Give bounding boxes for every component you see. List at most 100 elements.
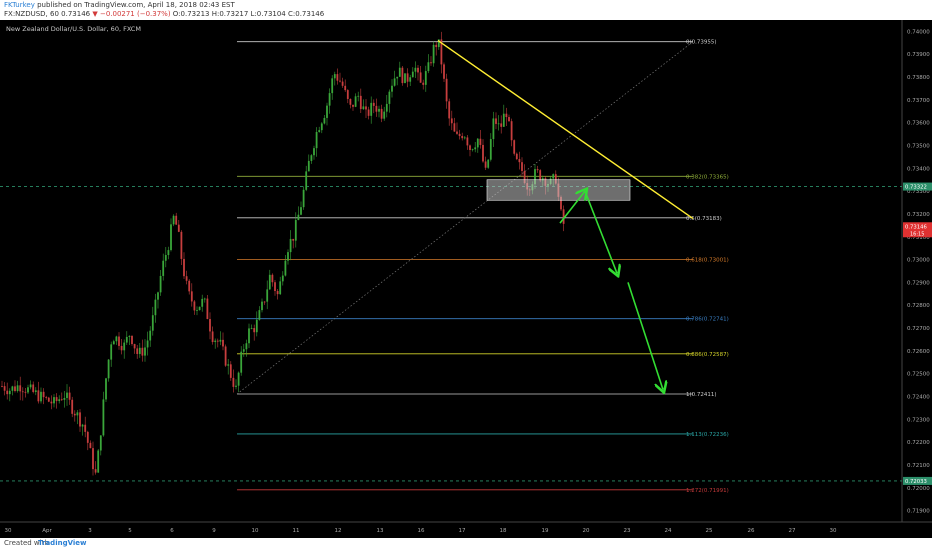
candle-body (430, 62, 432, 64)
x-tick-label: 23 (624, 528, 631, 534)
candle-body (385, 103, 388, 112)
candle-body (255, 319, 258, 333)
candle-body (263, 301, 266, 303)
y-tick-label: 0.71900 (907, 509, 930, 515)
candle-body (505, 113, 508, 118)
created-with-text: Created with (4, 539, 49, 547)
y-tick-label: 0.74000 (907, 29, 930, 35)
candle-body (76, 412, 79, 416)
candle-body (417, 67, 419, 73)
candle-body (367, 109, 370, 116)
candle-body (375, 105, 378, 112)
projection-arrow (627, 282, 663, 389)
candle-body (401, 67, 404, 84)
candle-body (6, 390, 9, 395)
candle-body (300, 207, 302, 215)
candle-body (8, 390, 11, 395)
x-tick-label: 19 (542, 528, 549, 534)
candle-body (287, 252, 289, 261)
author-link[interactable]: FKTurkey (4, 1, 35, 9)
candle-body (128, 335, 131, 337)
candle-body (261, 301, 263, 311)
candle-body (183, 258, 185, 277)
candle-body (245, 343, 248, 350)
trendline (437, 39, 694, 220)
candle-body (396, 76, 399, 79)
candle-body (146, 340, 149, 348)
candle-body (513, 140, 516, 154)
fib-level-label: 0.382(0.73365) (686, 174, 729, 180)
candle-body (456, 131, 458, 134)
candle-body (47, 397, 50, 402)
candle-body (534, 169, 536, 185)
close-price: 0.73146 (61, 10, 91, 18)
candle-body (250, 328, 253, 329)
candle-body (419, 72, 422, 83)
candle-body (378, 108, 380, 112)
candle-body (484, 161, 487, 168)
y-tick-label: 0.73900 (907, 52, 930, 58)
x-tick-label: 17 (459, 528, 466, 534)
chart-panel[interactable]: 0.74000 0.73900 0.73800 0.73700 0.73600 0.735… (0, 20, 932, 538)
price-chart[interactable]: 0.74000 0.73900 0.73800 0.73700 0.73600 0.735… (0, 20, 932, 538)
candle-body (424, 71, 427, 85)
y-tick-label: 0.72100 (907, 463, 930, 469)
candle-body (190, 291, 193, 302)
candle-body (552, 174, 555, 179)
candle-body (560, 196, 562, 210)
candle-body (440, 39, 443, 65)
candle-body (383, 111, 386, 119)
y-tick-label: 0.72600 (907, 349, 930, 355)
x-tick-label: 10 (252, 528, 259, 534)
candle-body (518, 159, 521, 163)
candle-body (86, 431, 89, 443)
candle-body (144, 347, 146, 356)
fib-level-label: 0(0.73955) (686, 40, 717, 46)
candle-body (541, 178, 544, 181)
candle-body (510, 121, 513, 141)
candle-body (185, 276, 188, 281)
candle-body (138, 347, 141, 354)
hline-price-label: 0.73322 (905, 185, 927, 191)
candle-body (37, 390, 40, 402)
candle-body (482, 144, 484, 162)
candle-body (219, 339, 222, 342)
candle-body (474, 147, 477, 150)
candle-body (188, 280, 191, 292)
candle-body (29, 384, 32, 388)
candle-body (120, 345, 123, 351)
candle-body (305, 171, 308, 190)
x-tick-label: 3 (88, 528, 92, 534)
candle-body (411, 71, 414, 78)
candle-body (133, 344, 136, 349)
candle-body (487, 159, 490, 168)
candle-body (476, 138, 479, 148)
candle-body (58, 399, 61, 402)
candle-body (346, 90, 349, 99)
candle-body (515, 153, 518, 160)
candle-body (81, 424, 84, 427)
current-price-badge (903, 222, 932, 238)
candle-body (71, 399, 74, 414)
y-tick-label: 0.73800 (907, 75, 930, 81)
candle-body (79, 412, 81, 427)
candle-body (21, 391, 24, 393)
fib-level-label: 0.618(0.73001) (686, 257, 729, 263)
candle-body (372, 102, 375, 106)
projection-arrow (584, 190, 617, 273)
y-tick-label: 0.73700 (907, 98, 930, 104)
candle-body (279, 281, 282, 295)
hline-price-badge (903, 476, 932, 485)
candle-body (292, 238, 295, 241)
fib-level-label: 0.5(0.73183) (686, 216, 722, 222)
candle-body (318, 130, 321, 132)
candle-body (502, 113, 505, 127)
candle-body (492, 118, 495, 140)
candle-body (326, 105, 328, 118)
candle-body (55, 397, 58, 402)
candle-body (224, 346, 227, 366)
candle-body (180, 231, 183, 259)
candle-body (391, 85, 393, 92)
candle-body (136, 348, 139, 354)
x-tick-label: 12 (335, 528, 342, 534)
